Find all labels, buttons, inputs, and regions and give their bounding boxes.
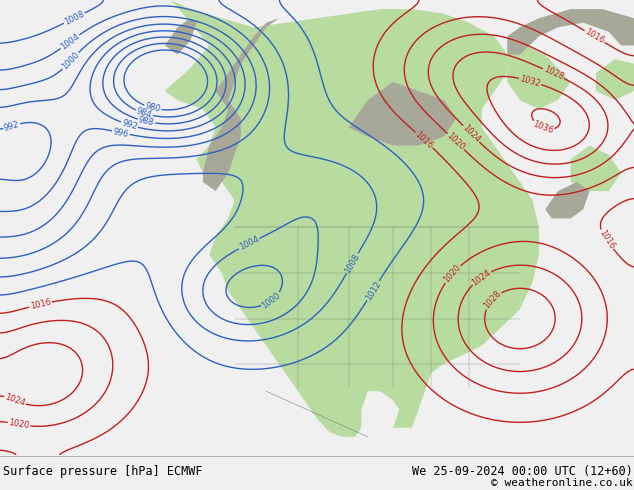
Text: 992: 992 (120, 118, 138, 131)
Text: 1024: 1024 (470, 268, 493, 287)
Text: 984: 984 (135, 106, 153, 120)
Text: 1020: 1020 (445, 131, 467, 152)
Text: 1012: 1012 (364, 279, 382, 302)
Text: Surface pressure [hPa] ECMWF: Surface pressure [hPa] ECMWF (3, 465, 203, 478)
Text: 1020: 1020 (442, 263, 463, 285)
Text: 996: 996 (112, 127, 129, 139)
Text: 1020: 1020 (8, 418, 30, 431)
Text: 1028: 1028 (542, 65, 565, 82)
Text: 1000: 1000 (261, 291, 283, 310)
Text: 1004: 1004 (238, 235, 261, 252)
Text: 1032: 1032 (519, 74, 541, 88)
Text: 1008: 1008 (63, 9, 86, 27)
Text: 1004: 1004 (59, 32, 81, 51)
Text: 1016: 1016 (583, 27, 606, 46)
Text: 1028: 1028 (482, 289, 503, 311)
Text: We 25-09-2024 00:00 UTC (12+60): We 25-09-2024 00:00 UTC (12+60) (412, 465, 633, 478)
Text: 1016: 1016 (413, 129, 435, 150)
Text: 980: 980 (144, 101, 162, 114)
Text: 1000: 1000 (60, 50, 81, 72)
Text: 1024: 1024 (461, 123, 482, 145)
Text: 1008: 1008 (343, 252, 361, 275)
Text: 1016: 1016 (29, 297, 52, 311)
Text: 992: 992 (3, 120, 21, 133)
Text: © weatheronline.co.uk: © weatheronline.co.uk (491, 478, 633, 488)
Text: 1036: 1036 (531, 120, 554, 136)
Text: 988: 988 (138, 115, 155, 127)
Text: 1016: 1016 (597, 228, 616, 251)
Text: 1024: 1024 (3, 392, 26, 408)
